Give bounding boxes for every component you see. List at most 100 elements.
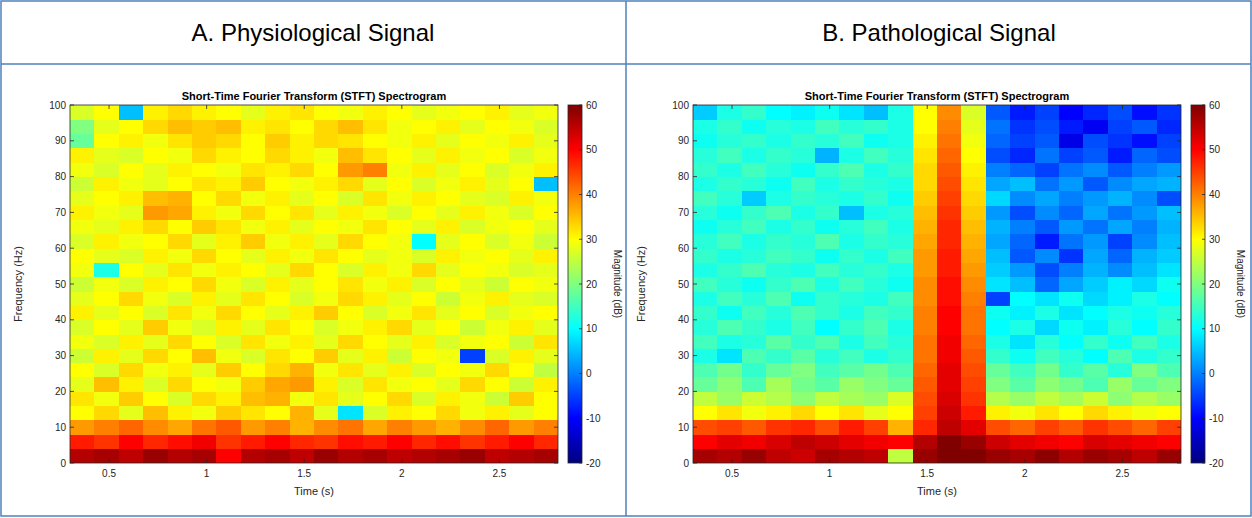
cell	[1059, 148, 1084, 163]
y-tick	[70, 319, 74, 320]
cell	[485, 177, 510, 192]
cell	[839, 177, 864, 192]
cell	[888, 134, 913, 149]
cell	[192, 177, 217, 192]
cell	[436, 263, 461, 278]
cell	[192, 420, 217, 435]
cell	[717, 191, 742, 206]
cell	[509, 248, 534, 263]
y-tick-label: 30	[678, 350, 690, 361]
cell	[1132, 134, 1157, 149]
cell	[436, 148, 461, 163]
cell	[338, 277, 363, 292]
cell	[94, 119, 119, 134]
x-tick-label: 2.5	[492, 468, 506, 479]
cell	[460, 291, 485, 306]
cell	[1035, 320, 1060, 335]
cell	[241, 363, 266, 378]
cell	[338, 434, 363, 449]
cell	[485, 320, 510, 335]
cell	[168, 205, 193, 220]
colorbar-tick	[1202, 239, 1205, 240]
panel-heading: B. Pathological Signal	[822, 19, 1055, 46]
cell	[693, 277, 718, 292]
cell	[143, 348, 168, 363]
cell	[1035, 334, 1060, 349]
cell	[485, 449, 510, 463]
cell	[485, 377, 510, 392]
cell	[70, 449, 95, 463]
cell	[387, 177, 412, 192]
cell	[1132, 234, 1157, 249]
cell	[1083, 334, 1108, 349]
cell	[216, 406, 241, 421]
cell	[192, 305, 217, 320]
cell	[693, 434, 718, 449]
cell	[534, 377, 558, 392]
cell	[412, 434, 437, 449]
cell	[412, 449, 437, 463]
cell	[986, 234, 1011, 249]
cell	[1010, 162, 1035, 177]
cell	[815, 220, 840, 235]
cell	[961, 148, 986, 163]
cell	[888, 119, 913, 134]
x-tick	[304, 459, 305, 463]
cell	[693, 248, 718, 263]
y-tick	[693, 355, 697, 356]
cell	[485, 334, 510, 349]
cell	[436, 348, 461, 363]
cell	[338, 348, 363, 363]
cell	[888, 305, 913, 320]
cell	[509, 291, 534, 306]
cell	[815, 105, 840, 120]
cell	[70, 263, 95, 278]
cell	[436, 162, 461, 177]
cell	[717, 363, 742, 378]
cell	[314, 377, 339, 392]
cell	[265, 377, 290, 392]
y-tick	[554, 248, 558, 249]
cell	[412, 191, 437, 206]
cell	[338, 291, 363, 306]
cell	[241, 177, 266, 192]
cell	[509, 134, 534, 149]
cell	[485, 291, 510, 306]
cell	[412, 234, 437, 249]
cell	[94, 434, 119, 449]
cell	[387, 119, 412, 134]
cell	[961, 334, 986, 349]
cell	[1035, 305, 1060, 320]
cell	[1108, 119, 1133, 134]
cell	[534, 334, 558, 349]
cell	[485, 420, 510, 435]
cell	[290, 391, 315, 406]
cell	[119, 234, 144, 249]
cell	[791, 263, 816, 278]
cell	[143, 177, 168, 192]
cell	[94, 177, 119, 192]
cell	[766, 119, 791, 134]
cell	[1083, 205, 1108, 220]
cell	[241, 263, 266, 278]
cell	[1157, 363, 1181, 378]
cell	[192, 119, 217, 134]
colorbar-tick	[1202, 418, 1205, 419]
cell	[363, 220, 388, 235]
x-tick	[1122, 459, 1123, 463]
cell	[338, 205, 363, 220]
cell	[412, 205, 437, 220]
cell	[815, 148, 840, 163]
cell	[143, 220, 168, 235]
cell	[192, 248, 217, 263]
y-tick-label: 10	[678, 422, 690, 433]
cell	[1059, 162, 1084, 177]
cell	[143, 391, 168, 406]
cell	[1083, 191, 1108, 206]
cell	[265, 148, 290, 163]
cell	[534, 134, 558, 149]
cell	[1059, 263, 1084, 278]
cell	[864, 220, 889, 235]
cell	[338, 220, 363, 235]
colorbar-tick-label: -20	[1209, 458, 1224, 469]
